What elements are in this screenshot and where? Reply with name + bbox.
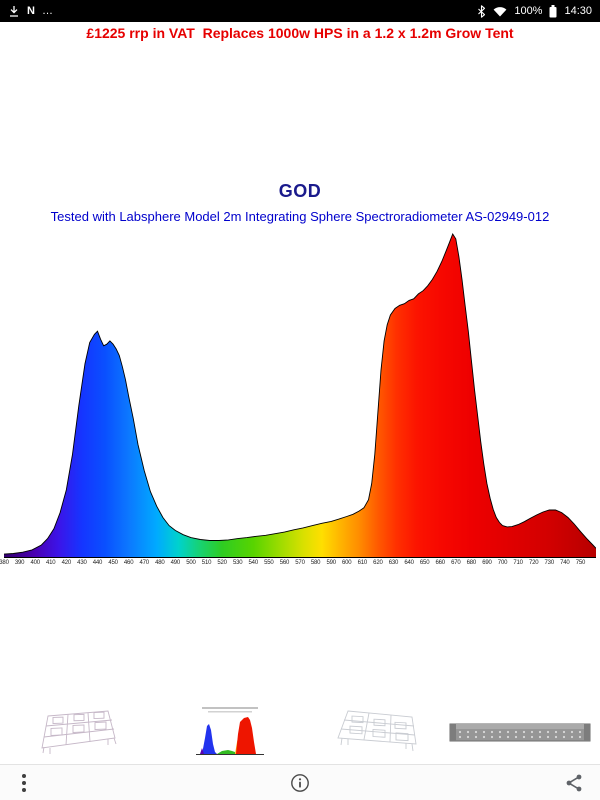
thumbnail-led-bar-fixture[interactable] <box>448 716 592 750</box>
x-tick-label: 570 <box>295 560 305 566</box>
bluetooth-icon <box>477 4 486 18</box>
x-tick-label: 730 <box>544 560 555 566</box>
x-tick-label: 720 <box>528 560 539 566</box>
clock: 14:30 <box>564 5 592 17</box>
x-tick-label: 670 <box>451 560 461 566</box>
spectrum-chart-svg <box>4 233 596 558</box>
x-tick-label: 440 <box>92 560 103 566</box>
bottom-bar <box>0 764 600 800</box>
x-tick-label: 390 <box>14 560 25 566</box>
x-tick-label: 400 <box>30 560 40 566</box>
nfc-icon: N <box>27 4 35 17</box>
x-tick-label: 470 <box>139 560 149 566</box>
download-icon <box>8 5 20 18</box>
x-tick-label: 520 <box>217 560 227 566</box>
x-tick-label: 650 <box>419 560 430 566</box>
thumbnail-led-panel-wireframe[interactable] <box>38 706 118 760</box>
x-axis-tick-labels: 380 390 400 410 420 430 440 450 460 470 480 490 500 5… <box>0 560 596 570</box>
x-tick-label: 450 <box>108 560 118 566</box>
x-tick-label: 660 <box>435 560 445 566</box>
x-tick-label: 530 <box>232 560 243 566</box>
x-tick-label: 680 <box>466 560 477 566</box>
x-tick-label: 430 <box>77 560 87 566</box>
status-bar-right: 100% 14:30 <box>477 4 592 18</box>
thumbnail-led-panel-wireframe-2[interactable] <box>332 704 420 760</box>
x-tick-label: 420 <box>61 560 72 566</box>
x-tick-label: 510 <box>201 560 212 566</box>
x-tick-label: 700 <box>497 560 508 566</box>
wifi-icon <box>493 6 507 17</box>
x-tick-label: 550 <box>264 560 274 566</box>
thumbnail-spectrum-chart[interactable] <box>192 704 268 760</box>
x-tick-label: 750 <box>575 560 586 566</box>
x-tick-label: 380 <box>0 560 9 566</box>
status-bar-left: N … <box>8 5 54 18</box>
chart-title: GOD <box>278 181 322 201</box>
status-more-icon: … <box>41 4 54 17</box>
spectrum-chart[interactable] <box>4 228 596 558</box>
x-tick-label: 540 <box>248 560 259 566</box>
x-tick-label: 480 <box>155 560 165 566</box>
x-tick-label: 620 <box>373 560 383 566</box>
promo-text: £1225 rrp in VAT Replaces 1000w HPS in a… <box>86 25 514 41</box>
x-tick-label: 710 <box>513 560 523 566</box>
x-tick-label: 600 <box>342 560 352 566</box>
x-tick-label: 740 <box>560 560 570 566</box>
x-tick-label: 690 <box>482 560 492 566</box>
x-tick-label: 590 <box>326 560 336 566</box>
share-icon[interactable] <box>564 773 584 793</box>
overflow-menu-icon[interactable] <box>18 770 30 796</box>
x-tick-label: 560 <box>279 560 290 566</box>
battery-icon <box>549 4 557 18</box>
x-tick-label: 460 <box>123 560 134 566</box>
x-tick-label: 610 <box>357 560 368 566</box>
x-tick-label: 500 <box>186 560 196 566</box>
status-bar: N … 100% 14:30 <box>0 0 600 22</box>
info-icon[interactable] <box>290 773 310 793</box>
x-tick-label: 410 <box>46 560 56 566</box>
x-tick-label: 580 <box>310 560 321 566</box>
chart-subtitle: Tested with Labsphere Model 2m Integrati… <box>50 209 550 224</box>
spectrum-area <box>4 234 596 558</box>
battery-percent: 100% <box>514 5 543 17</box>
x-tick-label: 640 <box>404 560 414 566</box>
spectrum-curve <box>4 233 596 555</box>
x-tick-label: 490 <box>170 560 181 566</box>
x-tick-label: 630 <box>388 560 399 566</box>
